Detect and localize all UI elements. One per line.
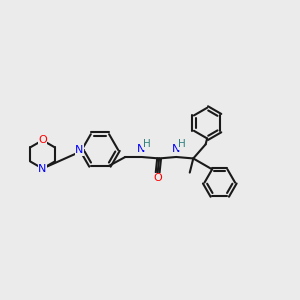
Text: O: O <box>153 173 162 184</box>
Text: H: H <box>143 139 151 149</box>
Text: H: H <box>178 139 186 149</box>
Text: N: N <box>137 144 146 154</box>
Text: N: N <box>38 164 47 173</box>
Text: N: N <box>75 145 83 155</box>
Text: O: O <box>38 135 47 145</box>
Text: N: N <box>172 144 180 154</box>
